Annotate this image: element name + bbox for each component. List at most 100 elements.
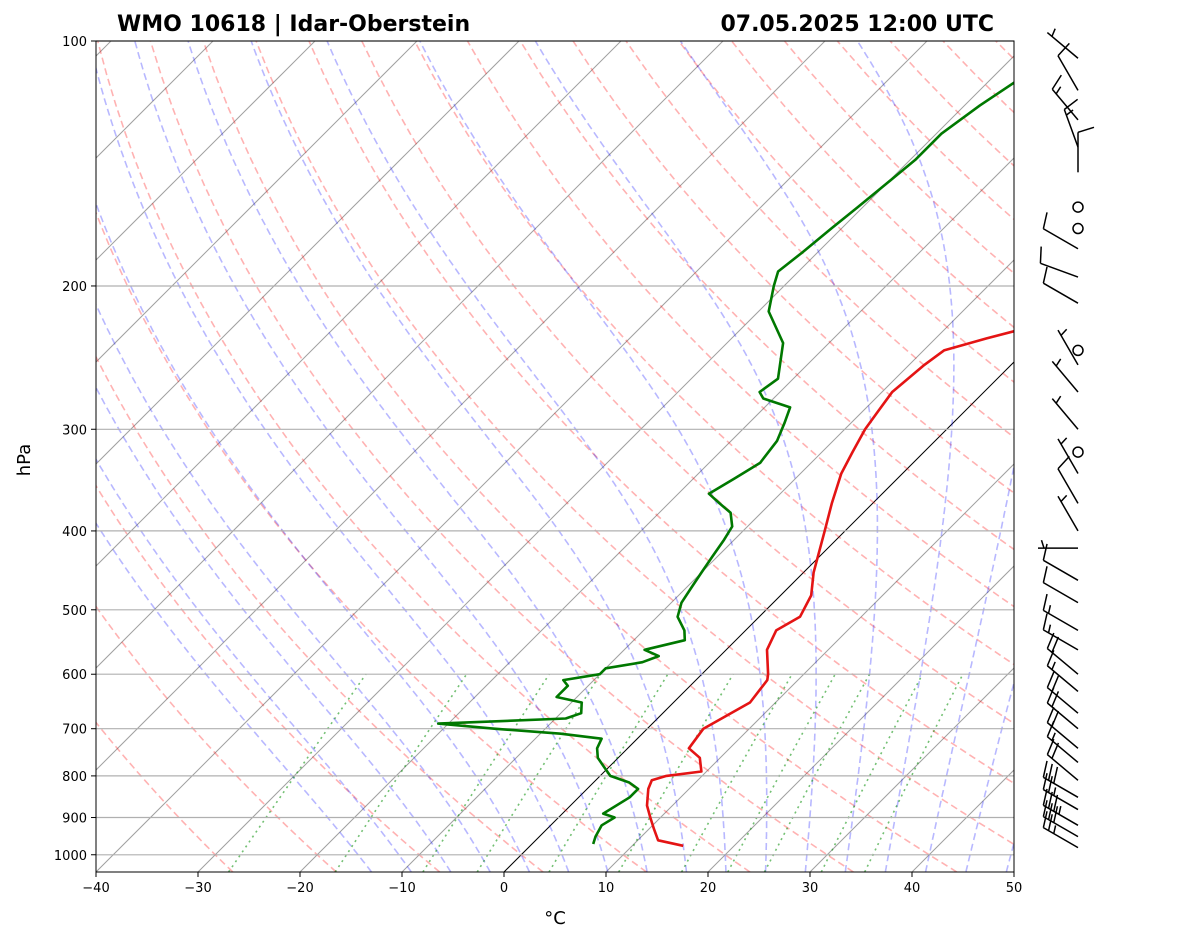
barb-staff xyxy=(1042,609,1079,632)
y-tick-label: 800 xyxy=(62,770,87,785)
barb-half xyxy=(1055,86,1062,95)
barb-full xyxy=(1057,455,1070,470)
moist-adiabat-line xyxy=(856,41,955,872)
x-tick-label: 40 xyxy=(904,881,921,896)
moist-adiabat-line xyxy=(96,386,452,872)
barb-full xyxy=(1042,593,1048,611)
barb-full xyxy=(1047,776,1053,793)
dry-adiabat-line xyxy=(836,41,1014,221)
isotherm-line xyxy=(96,41,826,771)
barb-full xyxy=(1047,763,1053,781)
isotherm-line xyxy=(0,41,9,872)
y-tick-label: 1000 xyxy=(54,849,87,864)
temperature-line xyxy=(645,329,1014,848)
dry-adiabat-line xyxy=(783,41,1014,275)
wind-barb xyxy=(1046,28,1079,59)
wind-barbs xyxy=(1038,28,1095,849)
y-tick-label: 500 xyxy=(62,604,87,619)
dry-adiabat-line xyxy=(255,41,1014,846)
wind-barb xyxy=(1051,358,1079,393)
skewt-background-lines xyxy=(0,41,1014,872)
wind-barb xyxy=(1057,42,1079,91)
dry-adiabat-line xyxy=(889,41,1014,167)
barb-half xyxy=(1051,661,1056,670)
mixing-ratio-line xyxy=(334,673,468,872)
x-tick-label: 10 xyxy=(598,881,615,896)
barb-half xyxy=(1060,494,1068,502)
barb-full xyxy=(1047,803,1053,820)
barb-staff xyxy=(1042,826,1079,849)
barb-staff xyxy=(1057,329,1079,366)
isotherm-line xyxy=(707,565,1014,872)
mixing-ratio-line xyxy=(227,673,367,872)
dry-adiabat-line xyxy=(149,41,854,872)
barb-full xyxy=(1042,266,1048,284)
barb-staff xyxy=(1046,665,1079,693)
mixing-ratio-line xyxy=(863,673,964,872)
barb-staff xyxy=(1046,754,1079,781)
x-tick-label: −10 xyxy=(388,881,415,896)
x-tick-label: −40 xyxy=(82,881,109,896)
wind-barb xyxy=(1042,566,1079,604)
sounding-profiles xyxy=(436,81,1014,848)
barb-full xyxy=(1051,74,1062,90)
x-tick-label: −30 xyxy=(184,881,211,896)
isotherm-line xyxy=(96,41,316,261)
wind-barb xyxy=(1042,543,1079,581)
x-tick-label: 0 xyxy=(500,881,508,896)
wind-barb xyxy=(1038,539,1078,549)
moist-adiabat-line xyxy=(1005,839,1014,872)
wind-barb xyxy=(1042,212,1079,250)
isotherm-line xyxy=(401,259,1014,872)
mixing-ratio-line xyxy=(727,673,836,872)
isotherm-line xyxy=(96,41,622,567)
dry-adiabat-line xyxy=(730,41,1014,329)
dry-adiabat-line xyxy=(96,721,234,872)
barb-half xyxy=(1047,605,1052,614)
wind-barb xyxy=(1072,344,1084,357)
barb-staff xyxy=(1046,647,1079,675)
y-tick-label: 200 xyxy=(62,280,87,295)
barb-full xyxy=(1057,42,1070,57)
mixing-ratio-line xyxy=(422,673,550,872)
moist-adiabat-line xyxy=(96,457,412,872)
wind-barb xyxy=(1057,494,1079,532)
moist-adiabat-line xyxy=(924,462,1014,872)
x-axis-label: °C xyxy=(544,908,566,929)
wind-barb xyxy=(1057,437,1079,474)
barb-half xyxy=(1053,787,1057,796)
barb-staff xyxy=(1051,360,1079,393)
y-tick-label: 300 xyxy=(62,423,87,438)
barb-full xyxy=(1053,766,1059,784)
isotherm-line xyxy=(197,55,1014,872)
barb-staff xyxy=(1046,722,1079,749)
isotherm-line xyxy=(96,41,928,872)
dry-adiabat-line xyxy=(308,41,1014,785)
y-tick-label: 100 xyxy=(62,35,87,50)
wind-barb xyxy=(1042,593,1079,632)
barb-full xyxy=(1042,212,1048,229)
isotherm-line xyxy=(605,463,1014,872)
isotherm-line xyxy=(299,157,1014,872)
wind-barb xyxy=(1057,455,1079,504)
dry-adiabat-line xyxy=(96,210,647,872)
moist-adiabat-line xyxy=(134,41,609,872)
moist-adiabat-line xyxy=(679,41,879,872)
isotherm-line xyxy=(96,41,418,363)
barb-full xyxy=(1077,126,1095,134)
moist-adiabat-line xyxy=(96,65,570,872)
dewpoint-line xyxy=(436,81,1014,845)
moist-adiabat-line xyxy=(250,41,688,872)
moist-adiabat-line xyxy=(419,41,768,872)
barb-half xyxy=(1051,732,1056,741)
y-axis-ticks: 1000 900 800 700 600 500 400 300 200 100 xyxy=(54,35,96,864)
barb-staff xyxy=(1042,776,1079,798)
dry-adiabat-line xyxy=(625,41,1014,439)
barb-full xyxy=(1063,98,1079,111)
barb-full xyxy=(1042,811,1048,828)
wind-barb xyxy=(1042,760,1079,798)
dry-adiabat-line xyxy=(466,41,1014,608)
barb-staff xyxy=(1051,88,1079,121)
barb-half xyxy=(1060,437,1068,445)
